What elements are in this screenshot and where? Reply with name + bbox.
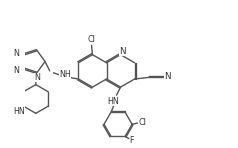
Text: F: F — [130, 136, 134, 145]
Text: NH: NH — [60, 70, 71, 79]
Text: N: N — [164, 72, 170, 81]
Text: N: N — [119, 47, 126, 56]
Text: Cl: Cl — [138, 118, 146, 127]
Text: N: N — [14, 49, 19, 58]
Text: N: N — [34, 73, 40, 82]
Text: Cl: Cl — [88, 36, 95, 45]
Text: N: N — [14, 66, 19, 75]
Text: HN: HN — [13, 107, 25, 116]
Text: HN: HN — [108, 97, 119, 106]
